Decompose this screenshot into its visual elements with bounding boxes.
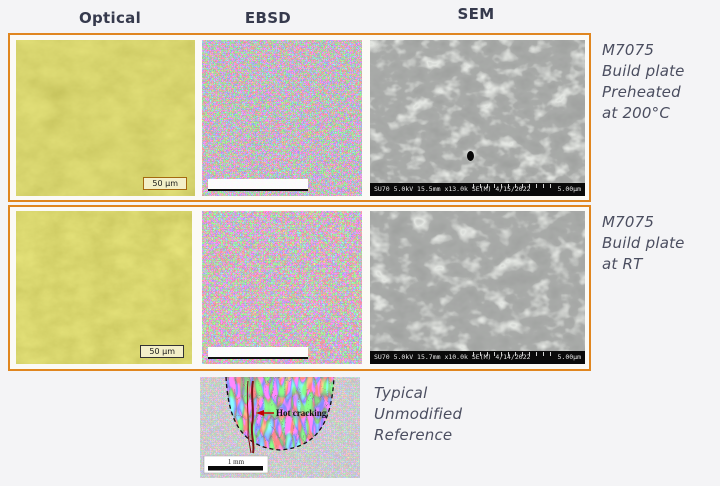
caption-line: Typical bbox=[374, 384, 428, 402]
sem-scale-text: 5.00µm bbox=[557, 185, 581, 193]
reference-scale-bar: 1 mm bbox=[203, 455, 269, 474]
caption-line: at 200°C bbox=[602, 104, 671, 122]
optical-micrograph-row2: 50 µm bbox=[16, 211, 192, 364]
column-header-ebsd: EBSD bbox=[244, 9, 292, 27]
caption-line: at RT bbox=[602, 255, 643, 273]
sem-pore bbox=[466, 150, 474, 161]
sem-status-text: SU70 5.0kV 15.5mm x13.0k SE(M) 4/15/2022 bbox=[374, 185, 531, 193]
column-header-optical: Optical bbox=[78, 9, 142, 27]
reference-ebsd-image: Hot cracking 1 mm bbox=[200, 377, 360, 478]
sem-scale-text: 5.00µm bbox=[557, 353, 581, 361]
caption-line: Build plate bbox=[602, 62, 685, 80]
caption-line: Build plate bbox=[602, 234, 685, 252]
caption-line: M7075 bbox=[602, 41, 655, 59]
caption-line: M7075 bbox=[602, 213, 655, 231]
ebsd-scale-bar bbox=[208, 347, 308, 359]
sem-status-bar: SU70 5.0kV 15.7mm x10.0k SE(M) 4/14/2022… bbox=[370, 351, 585, 364]
row2-caption: M7075 Build plate at RT bbox=[602, 212, 718, 275]
caption-line: Reference bbox=[374, 426, 453, 444]
sem-micrograph-row1: SU70 5.0kV 15.5mm x13.0k SE(M) 4/15/2022… bbox=[370, 40, 585, 196]
sem-micrograph-row2: SU70 5.0kV 15.7mm x10.0k SE(M) 4/14/2022… bbox=[370, 211, 585, 364]
hot-cracking-label: Hot cracking bbox=[276, 408, 327, 418]
melt-pool-boundary bbox=[225, 377, 335, 451]
crack-outline bbox=[246, 380, 252, 454]
optical-scale-bar: 50 µm bbox=[143, 177, 187, 190]
sem-status-text: SU70 5.0kV 15.7mm x10.0k SE(M) 4/14/2022 bbox=[374, 353, 531, 361]
sem-status-bar: SU70 5.0kV 15.5mm x13.0k SE(M) 4/15/2022… bbox=[370, 183, 585, 196]
column-header-sem: SEM bbox=[457, 5, 495, 23]
sem-ruler-ticks bbox=[473, 352, 551, 356]
caption-line: Preheated bbox=[602, 83, 681, 101]
annotation-arrowhead bbox=[256, 410, 264, 416]
crack-line bbox=[250, 380, 255, 454]
ebsd-map-row1 bbox=[202, 40, 362, 196]
row1-caption: M7075 Build plate Preheated at 200°C bbox=[602, 40, 718, 124]
sem-ruler-ticks bbox=[473, 184, 551, 188]
ebsd-map-row2 bbox=[202, 211, 362, 364]
ebsd-scale-bar bbox=[208, 179, 308, 191]
optical-micrograph-row1: 50 µm bbox=[16, 40, 195, 196]
reference-caption: Typical Unmodified Reference bbox=[374, 383, 504, 446]
reference-scale-label: 1 mm bbox=[228, 458, 245, 466]
caption-line: Unmodified bbox=[374, 405, 463, 423]
optical-scale-bar: 50 µm bbox=[140, 345, 184, 358]
